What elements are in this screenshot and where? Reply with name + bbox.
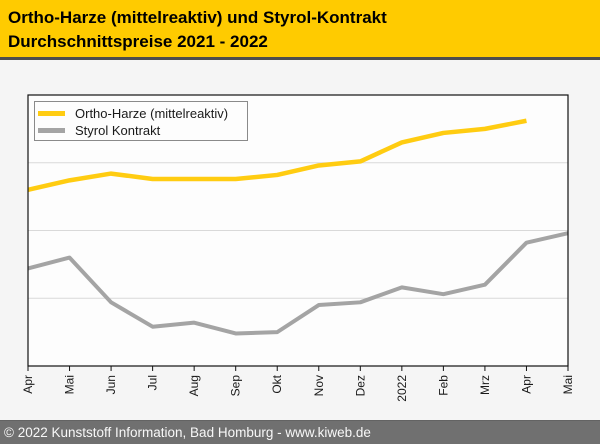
copyright-text: © 2022 Kunststoff Information, Bad Hombu… <box>4 425 371 440</box>
x-axis-label: Feb <box>436 375 450 396</box>
legend-color-styrol-kontrakt <box>38 128 65 133</box>
styrol-kontrakt-line <box>27 231 569 336</box>
header-banner: Ortho-Harze (mittelreaktiv) und Styrol-K… <box>0 0 600 60</box>
x-axis-label: Mai <box>561 375 575 394</box>
plot-border <box>27 94 569 367</box>
legend-item-styrol-kontrakt: Styrol Kontrakt <box>38 122 243 139</box>
legend-box: Ortho-Harze (mittelreaktiv) Styrol Kontr… <box>34 101 248 141</box>
x-axis-label: Aug <box>187 375 201 396</box>
x-axis-label: Apr <box>519 375 533 394</box>
legend-label-ortho-harze: Ortho-Harze (mittelreaktiv) <box>75 106 229 121</box>
page-title-line1: Ortho-Harze (mittelreaktiv) und Styrol-K… <box>8 8 387 27</box>
legend-label-styrol-kontrakt: Styrol Kontrakt <box>75 123 161 138</box>
x-axis-label: Dez <box>353 375 367 396</box>
legend-color-ortho-harze <box>38 111 65 116</box>
x-axis-label: Jun <box>104 375 118 394</box>
footer-bar: © 2022 Kunststoff Information, Bad Hombu… <box>0 420 600 444</box>
x-axis-label: Okt <box>270 374 284 393</box>
page-title-line2: Durchschnittspreise 2021 - 2022 <box>8 32 268 51</box>
legend-item-ortho-harze: Ortho-Harze (mittelreaktiv) <box>38 105 243 122</box>
x-axis-label: Nov <box>312 375 326 396</box>
x-axis-label: 2022 <box>395 375 409 402</box>
ortho-harze-mittelreaktiv-line <box>27 118 527 193</box>
x-axis-label: Sep <box>229 375 243 397</box>
x-axis-label: Apr <box>21 375 35 394</box>
x-axis-label: Mai <box>63 375 77 394</box>
x-axis-label: Jul <box>146 375 160 390</box>
x-axis-label: Mrz <box>478 375 492 395</box>
